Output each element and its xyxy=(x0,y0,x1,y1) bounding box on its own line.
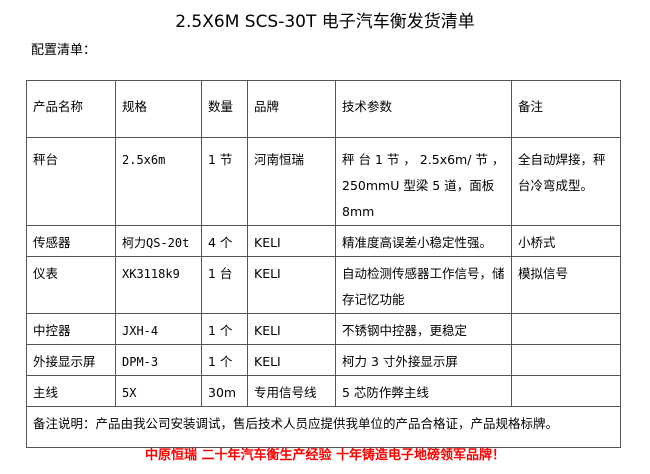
cell-tech: 自动检测传感器工作信号，储存记忆功能 xyxy=(335,256,512,314)
cell-tech: 5 芯防作弊主线 xyxy=(335,375,512,407)
table-row: 外接显示屏 DPM-3 1 个 KELI 柯力 3 寸外接显示屏 xyxy=(26,344,621,376)
cell-qty: 1 台 xyxy=(201,256,248,314)
cell-name: 秤台 xyxy=(26,137,116,226)
cell-qty: 1 个 xyxy=(201,313,248,345)
cell-spec: 2.5x6m xyxy=(115,137,202,226)
cell-name: 外接显示屏 xyxy=(26,344,116,376)
table-row: 秤台 2.5x6m 1 节 河南恒瑞 秤 台 1 节 ， 2.5x6m/ 节 ，… xyxy=(26,137,621,226)
cell-remark: 模拟信号 xyxy=(511,256,621,314)
cell-brand: KELI xyxy=(247,256,336,314)
cell-remark xyxy=(511,344,621,376)
cell-tech: 柯力 3 寸外接显示屏 xyxy=(335,344,512,376)
cell-qty: 4 个 xyxy=(201,225,248,257)
cell-remark xyxy=(511,313,621,345)
cell-brand: 专用信号线 xyxy=(247,375,336,407)
header-cell: 品牌 xyxy=(247,80,336,138)
cell-spec: 5X xyxy=(115,375,202,407)
cell-spec: 柯力QS-20t xyxy=(115,225,202,257)
cell-spec: JXH-4 xyxy=(115,313,202,345)
config-list-label: 配置清单： xyxy=(31,43,97,58)
cell-name: 传感器 xyxy=(26,225,116,257)
table-row: 传感器 柯力QS-20t 4 个 KELI 精准度高误差小稳定性强。 小桥式 xyxy=(26,225,621,257)
cell-spec: XK3118k9 xyxy=(115,256,202,314)
cell-brand: KELI xyxy=(247,344,336,376)
cell-name: 中控器 xyxy=(26,313,116,345)
cell-tech: 秤 台 1 节 ， 2.5x6m/ 节 ， 250mmU 型梁 5 道，面板 8… xyxy=(335,137,512,226)
cell-qty: 1 节 xyxy=(201,137,248,226)
header-cell: 技术参数 xyxy=(335,80,512,138)
cell-tech: 精准度高误差小稳定性强。 xyxy=(335,225,512,257)
cell-brand: KELI xyxy=(247,313,336,345)
header-cell: 产品名称 xyxy=(26,80,116,138)
header-cell: 备注 xyxy=(511,80,621,138)
note-cell: 备注说明：产品由我公司安装调试，售后技术人员应提供我单位的产品合格证，产品规格标… xyxy=(26,406,621,448)
cell-name: 仪表 xyxy=(26,256,116,314)
cell-tech: 不锈钢中控器，更稳定 xyxy=(335,313,512,345)
cell-spec: DPM-3 xyxy=(115,344,202,376)
cell-remark xyxy=(511,375,621,407)
cell-brand: KELI xyxy=(247,225,336,257)
table-row: 中控器 JXH-4 1 个 KELI 不锈钢中控器，更稳定 xyxy=(26,313,621,345)
cell-remark: 小桥式 xyxy=(511,225,621,257)
header-cell: 数量 xyxy=(201,80,248,138)
company-slogan: 中原恒瑞 二十年汽车衡生产经验 十年铸造电子地磅领军品牌！ xyxy=(144,448,506,463)
table-row: 仪表 XK3118k9 1 台 KELI 自动检测传感器工作信号，储存记忆功能 … xyxy=(26,256,621,314)
config-table: 产品名称 规格 数量 品牌 技术参数 备注 秤台 2.5x6m 1 节 河南恒瑞… xyxy=(26,80,621,448)
table-note-row: 备注说明：产品由我公司安装调试，售后技术人员应提供我单位的产品合格证，产品规格标… xyxy=(26,406,621,448)
cell-remark: 全自动焊接，秤台冷弯成型。 xyxy=(511,137,621,226)
document-title: 2.5X6M SCS-30T 电子汽车衡发货清单 xyxy=(175,12,475,32)
table-header-row: 产品名称 规格 数量 品牌 技术参数 备注 xyxy=(26,80,621,138)
cell-qty: 1 个 xyxy=(201,344,248,376)
table-row: 主线 5X 30m 专用信号线 5 芯防作弊主线 xyxy=(26,375,621,407)
header-cell: 规格 xyxy=(115,80,202,138)
cell-name: 主线 xyxy=(26,375,116,407)
cell-qty: 30m xyxy=(201,375,248,407)
cell-brand: 河南恒瑞 xyxy=(247,137,336,226)
